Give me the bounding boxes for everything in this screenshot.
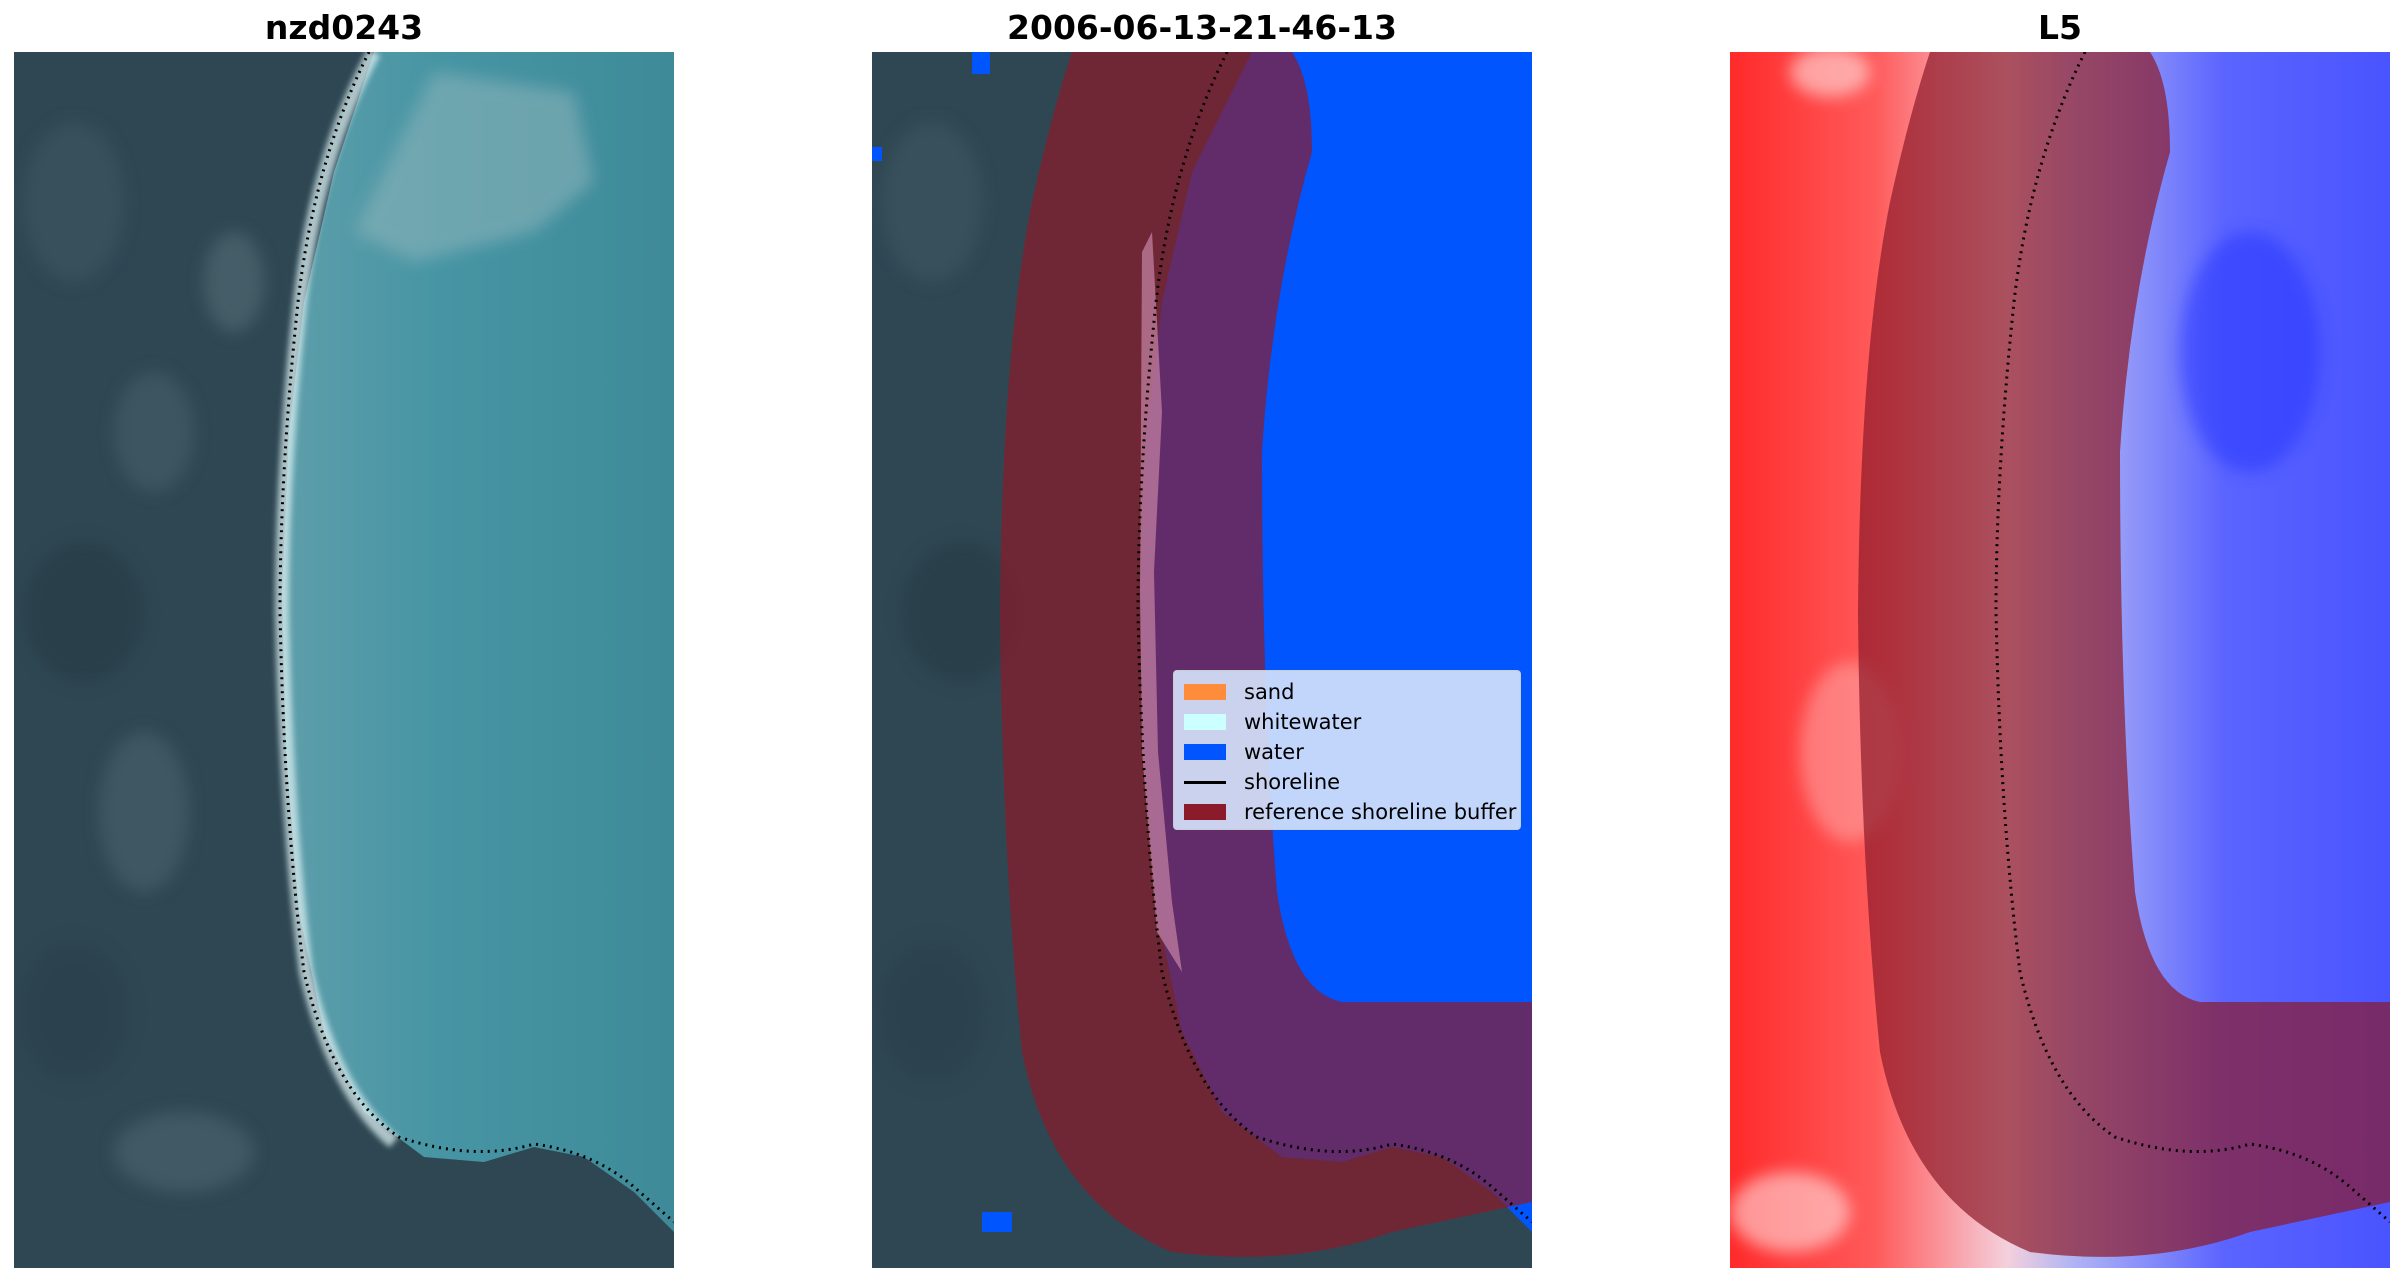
panel-title-classification: 2006-06-13-21-46-13: [1007, 8, 1397, 47]
legend-entry-sand: sand: [1184, 677, 1510, 707]
water-class-speck: [982, 1212, 1012, 1232]
legend-label: reference shoreline buffer: [1244, 800, 1517, 824]
panel-title-index: L5: [2038, 8, 2082, 47]
index-image: [1730, 52, 2390, 1268]
legend-label: whitewater: [1244, 710, 1362, 734]
legend-label: water: [1244, 740, 1304, 764]
legend-swatch: [1184, 684, 1226, 700]
whitewater-patch: [1140, 232, 1182, 972]
legend-entry-water: water: [1184, 737, 1510, 767]
legend-label: sand: [1244, 680, 1295, 704]
sea-area: [282, 52, 674, 1232]
water-class-speck: [972, 52, 990, 74]
legend-swatch: [1184, 744, 1226, 760]
vegetation-texture: [19, 122, 264, 1192]
vegetation-texture: [877, 122, 1022, 1082]
legend-line: [1184, 780, 1226, 784]
legend-swatch: [1184, 804, 1226, 820]
legend-entry-shoreline: shoreline: [1184, 767, 1510, 797]
reference-shoreline-buffer: [1858, 52, 2390, 1257]
rgb-image-panel: [14, 52, 674, 1268]
legend-swatch: [1184, 714, 1226, 730]
classification-image: [872, 52, 1532, 1268]
legend-entry-buffer: reference shoreline buffer: [1184, 797, 1516, 827]
panel-title-rgb: nzd0243: [264, 8, 424, 47]
legend-entry-whitewater: whitewater: [1184, 707, 1510, 737]
legend: sand whitewater water shoreline referenc…: [1173, 670, 1521, 830]
beach-strip: [274, 52, 399, 1148]
water-class-speck: [872, 147, 882, 161]
reference-shoreline-buffer: [1000, 52, 1532, 1257]
rgb-image: [14, 52, 674, 1268]
classification-panel: [872, 52, 1532, 1268]
index-panel: [1730, 52, 2390, 1268]
legend-label: shoreline: [1244, 770, 1341, 794]
sediment-plume: [354, 72, 594, 262]
